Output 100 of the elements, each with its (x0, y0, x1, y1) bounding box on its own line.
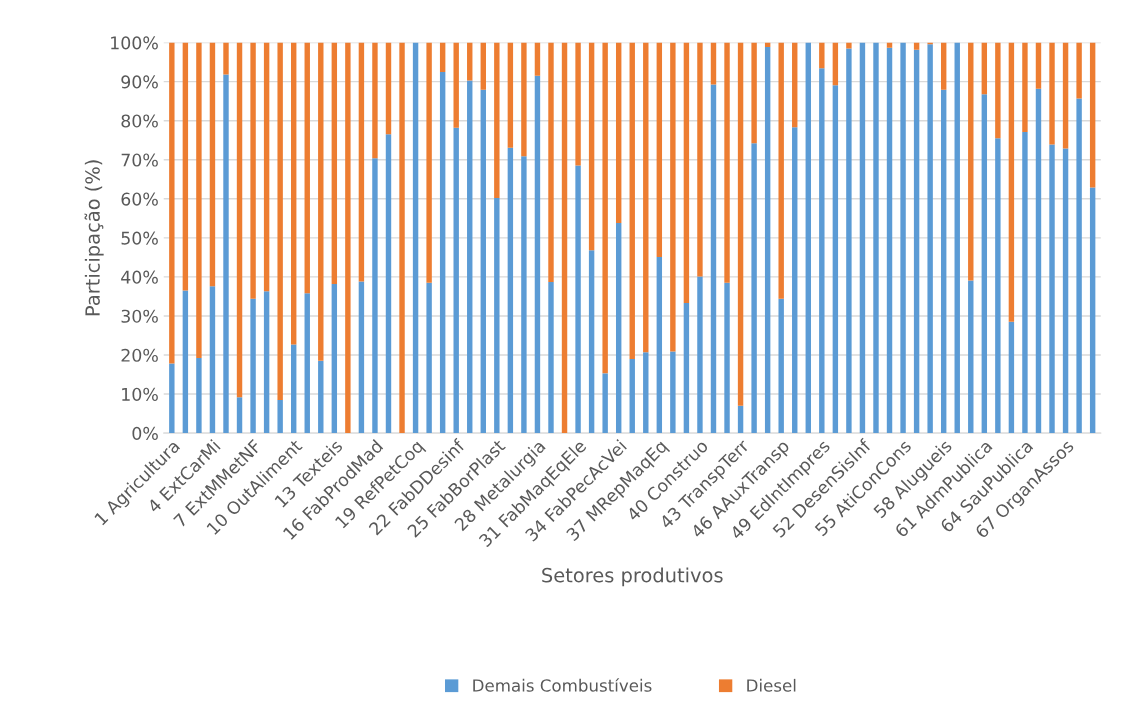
bar (737, 42, 744, 406)
bar (277, 42, 283, 400)
bar (1035, 88, 1042, 434)
bar (561, 42, 568, 434)
bar (507, 42, 514, 148)
bar (710, 42, 717, 85)
bar (236, 42, 243, 398)
bar (846, 42, 852, 49)
y-tick-label: 70% (121, 153, 158, 167)
bar (372, 158, 378, 434)
bar (643, 42, 649, 353)
bar (1062, 42, 1069, 149)
bar (453, 127, 459, 434)
bar (304, 42, 310, 294)
bar (439, 42, 446, 72)
x-axis-title: Setores produtivos (542, 567, 723, 587)
bar (439, 71, 446, 434)
bar (467, 80, 473, 434)
bar (670, 351, 676, 434)
bar (372, 42, 378, 159)
bar (534, 42, 541, 76)
bar (1076, 98, 1082, 434)
bar (602, 42, 608, 374)
bar (494, 42, 500, 199)
bar (521, 42, 527, 157)
bar (521, 156, 527, 434)
bar (426, 42, 432, 283)
legend-label: Diesel (747, 678, 796, 692)
bar (995, 138, 1001, 434)
bar (318, 360, 324, 434)
bar (873, 42, 879, 434)
bar (954, 42, 960, 434)
bar (656, 256, 663, 434)
bar (385, 134, 392, 434)
y-tick-label: 0% (132, 426, 158, 440)
bar (358, 42, 365, 282)
bar (615, 42, 622, 224)
bar (927, 44, 933, 434)
bar (250, 298, 256, 434)
bar (968, 42, 974, 281)
bar (886, 47, 893, 434)
bar (751, 42, 757, 144)
bar (1049, 42, 1055, 145)
bar (182, 290, 189, 434)
bar (656, 42, 663, 257)
bar (615, 223, 622, 434)
bar (304, 293, 310, 434)
bar (318, 42, 324, 361)
bar (290, 42, 297, 345)
bar (467, 42, 473, 81)
bar (886, 42, 893, 48)
y-tick-label: 80% (121, 114, 158, 128)
legend-label: Demais Combustíveis (473, 678, 652, 692)
bar (683, 42, 690, 304)
bar (792, 42, 798, 128)
bar (290, 344, 297, 434)
bar (209, 42, 216, 287)
y-tick-label: 40% (121, 270, 158, 284)
bar (507, 147, 514, 434)
bar (724, 282, 730, 434)
y-tick-label: 20% (121, 348, 158, 362)
bar (832, 42, 839, 86)
bar (236, 397, 243, 434)
bar (385, 42, 392, 135)
bar (250, 42, 256, 299)
bar (534, 75, 541, 434)
bar (629, 42, 635, 359)
bar (453, 42, 459, 128)
bar (277, 399, 283, 434)
bar (263, 291, 270, 434)
y-tick-label: 60% (121, 192, 158, 206)
bar (1008, 42, 1015, 322)
bar (683, 303, 690, 434)
bar (710, 84, 717, 434)
bar (832, 85, 839, 434)
y-tick-label: 10% (122, 387, 158, 401)
bar (981, 94, 988, 434)
bar (778, 298, 784, 434)
bar (1076, 42, 1082, 99)
bar (1008, 321, 1015, 434)
bar (792, 127, 798, 434)
bar (575, 165, 581, 434)
bar (196, 358, 202, 434)
bar (575, 42, 581, 166)
bar (751, 143, 757, 434)
bar (182, 42, 189, 291)
bar (602, 373, 608, 434)
bar (968, 280, 974, 434)
bar (331, 283, 338, 434)
bar (480, 89, 486, 434)
bar (209, 286, 216, 434)
bar (670, 42, 676, 352)
bar (426, 282, 432, 434)
bar (846, 48, 852, 434)
bar (223, 74, 229, 434)
bar (399, 42, 405, 434)
bar (629, 358, 635, 434)
bar (480, 42, 486, 90)
bar (805, 42, 811, 434)
bar (697, 276, 703, 434)
